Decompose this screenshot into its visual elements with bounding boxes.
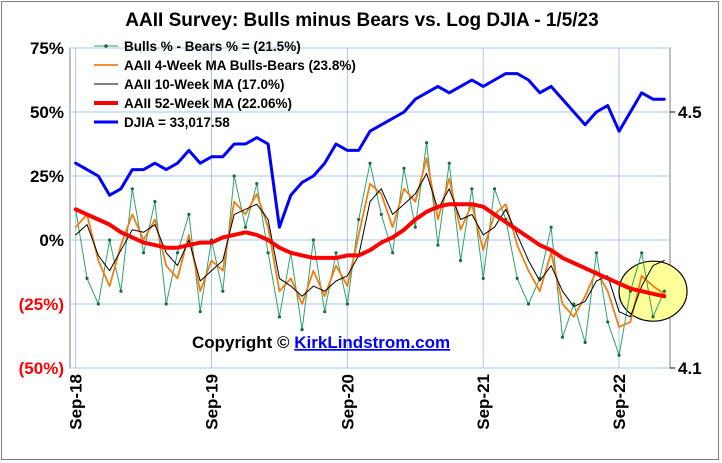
y-right-tick-label: 4.5 — [678, 103, 702, 122]
x-tick-label: Sep-20 — [338, 374, 357, 430]
bulls-bears-point — [345, 302, 349, 306]
bulls-bears-point — [323, 310, 327, 314]
bulls-bears-point — [413, 225, 417, 229]
bulls-bears-point — [232, 174, 236, 178]
bulls-bears-point — [492, 187, 497, 191]
highlight-ellipse — [618, 260, 688, 322]
legend: Bulls % - Bears % = (21.5%) AAII 4-Week M… — [94, 39, 356, 130]
bulls-bears-point — [175, 251, 180, 255]
copyright-annotation: Copyright © KirkLindstrom.com — [192, 333, 450, 352]
bulls-bears-point — [662, 289, 666, 293]
bulls-bears-point — [481, 276, 485, 280]
bulls-bears-point — [119, 289, 123, 293]
y-left-tick-label: 75% — [30, 39, 64, 58]
legend-label-ma4: AAII 4-Week MA Bulls-Bears (23.8%) — [124, 58, 356, 73]
chart-title: AAII Survey: Bulls minus Bears vs. Log D… — [125, 10, 598, 31]
y-left-tick-label: 50% — [30, 103, 64, 122]
bulls-bears-point — [594, 251, 599, 255]
bulls-bears-point — [221, 289, 225, 293]
bulls-bears-point — [470, 187, 474, 191]
bulls-bears-point — [458, 258, 463, 263]
bulls-bears-point — [379, 212, 383, 216]
bulls-bears-point — [164, 302, 168, 306]
legend-label-bulls_bears: Bulls % - Bears % = (21.5%) — [124, 39, 301, 54]
highlight-circle — [618, 260, 688, 322]
bulls-bears-point — [526, 302, 531, 306]
legend-marker — [104, 44, 108, 48]
bulls-bears-point — [651, 315, 655, 319]
bulls-bears-point — [606, 320, 610, 324]
x-tick-label: Sep-21 — [474, 374, 493, 430]
bulls-bears-point — [436, 243, 440, 247]
y-left-tick-label: 25% — [30, 167, 64, 186]
copyright-prefix: Copyright © — [192, 333, 294, 352]
bulls-bears-point — [617, 353, 621, 357]
y-right-tick-label: 4.1 — [678, 359, 702, 378]
bulls-bears-point — [85, 276, 89, 280]
bulls-bears-point — [425, 141, 429, 145]
y-left-tick-label: (25%) — [19, 295, 64, 314]
series-line-ma52 — [73, 202, 667, 299]
x-axis-tick-labels: Sep-18 Sep-19 Sep-20 Sep-21 Sep-22 — [67, 374, 629, 430]
bulls-bears-point — [357, 217, 361, 222]
copyright-link[interactable]: KirkLindstrom.com — [294, 333, 450, 352]
bulls-bears-point — [108, 238, 112, 242]
bulls-bears-point — [141, 251, 146, 255]
bulls-bears-point — [334, 251, 338, 255]
y-left-tick-label: (50%) — [19, 359, 64, 378]
bulls-bears-point — [515, 276, 519, 280]
series-group — [73, 72, 667, 357]
bulls-bears-point — [187, 212, 191, 216]
bulls-bears-point — [266, 251, 270, 255]
series-line-ma4 — [74, 157, 666, 328]
bulls-bears-point — [402, 166, 406, 170]
x-tick-label: Sep-22 — [610, 374, 629, 430]
bulls-bears-point — [198, 310, 202, 314]
bulls-bears-point — [549, 225, 553, 229]
series-line-ma10 — [75, 172, 665, 318]
y-left-tick-label: 0% — [39, 231, 64, 250]
bulls-bears-point — [447, 161, 451, 165]
x-tick-label: Sep-19 — [203, 374, 222, 430]
bulls-bears-point — [391, 251, 395, 255]
bulls-bears-point — [255, 182, 259, 186]
x-tick-label: Sep-18 — [67, 374, 86, 430]
bulls-bears-point — [560, 335, 565, 339]
y-axis-left-tick-labels: 75% 50% 25% 0% (25%) (50%) — [19, 39, 64, 378]
bulls-bears-point — [130, 187, 134, 191]
bulls-bears-point — [153, 200, 157, 204]
bulls-bears-point — [96, 302, 100, 306]
y-axis-right-tick-labels: 4.5 4.1 — [670, 103, 702, 378]
legend-label-ma10: AAII 10-Week MA (17.0%) — [124, 77, 285, 92]
bulls-bears-point — [640, 251, 644, 255]
bulls-bears-point — [368, 161, 372, 165]
series-line-djia — [74, 72, 666, 229]
legend-label-djia: DJIA = 33,017.58 — [124, 115, 230, 130]
legend-label-ma52: AAII 52-Week MA (22.06%) — [124, 96, 292, 111]
bulls-bears-point — [277, 315, 282, 319]
bulls-bears-point — [311, 238, 315, 242]
bulls-bears-point — [300, 328, 304, 332]
bulls-bears-point — [583, 340, 587, 344]
bulls-bears-point — [243, 225, 248, 229]
